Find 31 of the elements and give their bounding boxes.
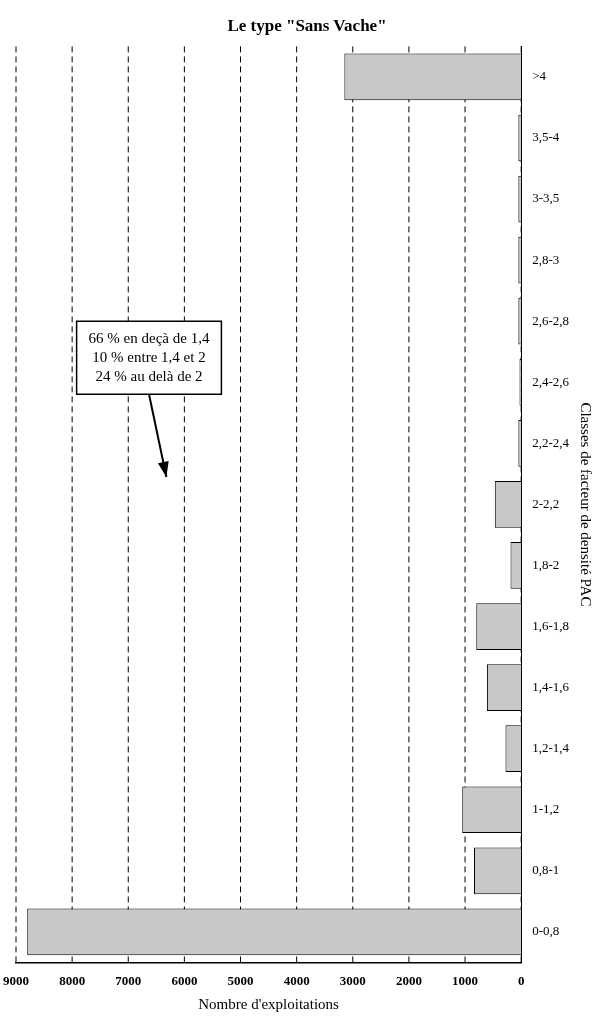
x-tick-label: 3000 xyxy=(339,972,366,988)
y-tick-label: 2,2-2,4 xyxy=(532,434,570,450)
x-tick-label: 1000 xyxy=(452,972,479,988)
x-tick-label: 2000 xyxy=(395,972,422,988)
x-tick-label: 4000 xyxy=(283,972,310,988)
y-tick-label: 0,8-1 xyxy=(532,862,560,878)
chart-title: Le type "Sans Vache" xyxy=(227,15,387,35)
x-axis-title: Nombre d'exploitations xyxy=(198,995,340,1012)
y-tick-label: 3,5-4 xyxy=(532,129,560,145)
x-tick-label: 5000 xyxy=(227,972,254,988)
y-tick-label: >4 xyxy=(532,68,547,84)
y-tick-label: 2,6-2,8 xyxy=(532,312,570,328)
x-tick-label: 0 xyxy=(517,972,525,988)
y-tick-label: 1,2-1,4 xyxy=(532,740,570,756)
x-tick-label: 6000 xyxy=(171,972,198,988)
y-tick-label: 2-2,2 xyxy=(532,495,560,511)
annotation: 10 % entre 1,4 et 2 xyxy=(92,348,206,365)
y-tick-label: 3-3,5 xyxy=(532,190,560,206)
x-tick-label: 9000 xyxy=(3,972,29,988)
y-tick-label: 1,8-2 xyxy=(532,556,560,572)
annotation: 24 % au delà de 2 xyxy=(95,367,203,384)
y-tick-label: 0-0,8 xyxy=(532,923,560,939)
y-tick-label: 1-1,2 xyxy=(532,801,560,817)
y-tick-label: 1,4-1,6 xyxy=(532,679,570,695)
x-tick-label: 8000 xyxy=(59,972,86,988)
annotation: 66 % en deçà de 1,4 xyxy=(88,329,210,346)
y-tick-label: 1,6-1,8 xyxy=(532,617,570,633)
y-tick-label: 2,4-2,6 xyxy=(532,373,570,389)
y-axis-title: Classes de facteur de densité PAC xyxy=(578,402,595,607)
x-tick-label: 7000 xyxy=(115,972,142,988)
y-tick-label: 2,8-3 xyxy=(532,251,560,267)
